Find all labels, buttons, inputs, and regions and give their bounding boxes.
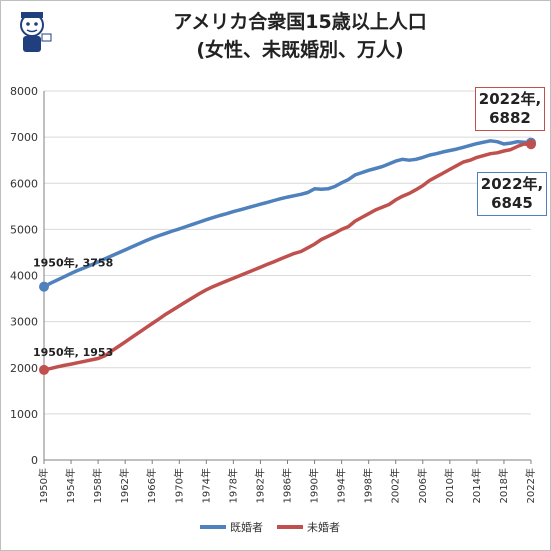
marker-married-start [39, 281, 49, 292]
legend: 既婚者 未婚者 [200, 519, 354, 535]
y-tick-label-4000: 4000 [10, 270, 38, 283]
callout-married-end: 2022年, 6882 [475, 87, 545, 131]
y-axis-ticks: 0 1000 2000 3000 4000 5000 6000 7000 8000 [10, 85, 38, 467]
series-line-married [43, 139, 532, 289]
series-line-unmarried [43, 142, 532, 372]
x-tick-label-1982: 1982年 [253, 468, 266, 503]
mascot-logo-icon [20, 12, 52, 52]
x-tick-label-1994: 1994年 [335, 468, 348, 503]
annotation-married-start: 1950年, 3758 [33, 256, 113, 270]
legend-swatch-unmarried [277, 525, 303, 529]
x-tick-label-1970: 1970年 [172, 468, 185, 503]
y-tick-label-1000: 1000 [10, 408, 38, 421]
x-tick-label-1962: 1962年 [118, 468, 131, 503]
y-tick-label-5000: 5000 [10, 223, 38, 236]
legend-item-married: 既婚者 [200, 519, 263, 535]
x-tick-label-1974: 1974年 [199, 468, 212, 503]
x-tick-label-1978: 1978年 [226, 468, 239, 503]
legend-swatch-married [200, 525, 226, 529]
x-tick-label-1950: 1950年 [37, 468, 50, 503]
callout-married-line2: 6882 [489, 109, 531, 127]
x-tick-label-2022: 2022年 [524, 468, 537, 503]
annotation-unmarried-start: 1950年, 1953 [33, 345, 113, 359]
x-tick-label-1966: 1966年 [145, 468, 158, 503]
callout-unmarried-end: 2022年, 6845 [477, 172, 547, 216]
x-tick-label-1990: 1990年 [308, 468, 321, 503]
series-markers [39, 137, 536, 375]
x-axis-ticks: 1950年 1954年 1958年 1962年 1966年 1970年 1974年 1978年… [37, 468, 537, 503]
series-lines [43, 139, 532, 372]
legend-label-unmarried: 未婚者 [307, 521, 340, 534]
x-tick-label-1954: 1954年 [64, 468, 77, 503]
x-tick-label-1986: 1986年 [281, 468, 294, 503]
y-tick-label-3000: 3000 [10, 316, 38, 329]
legend-label-married: 既婚者 [230, 521, 263, 534]
x-tick-label-2006: 2006年 [416, 468, 429, 503]
x-tick-label-2010: 2010年 [443, 468, 456, 503]
marker-unmarried-end [526, 139, 536, 150]
marker-unmarried-start [39, 364, 49, 375]
x-tick-label-2018: 2018年 [497, 468, 510, 503]
chart-title: アメリカ合衆国15歳以上人口 (女性、未既婚別、万人) [70, 8, 530, 64]
callout-unmarried-line1: 2022年, [480, 175, 544, 193]
chart-title-line1: アメリカ合衆国15歳以上人口 [173, 11, 427, 33]
y-tick-label-6000: 6000 [10, 177, 38, 190]
x-tick-label-1958: 1958年 [91, 468, 104, 503]
x-tick-label-2002: 2002年 [389, 468, 402, 503]
callout-unmarried-line2: 6845 [491, 194, 533, 212]
x-tick-label-1998: 1998年 [362, 468, 375, 503]
y-tick-label-8000: 8000 [10, 85, 38, 98]
callout-married-line1: 2022年, [478, 90, 542, 108]
gridlines [44, 90, 531, 415]
x-tick-label-2014: 2014年 [470, 468, 483, 503]
legend-item-unmarried: 未婚者 [277, 519, 340, 535]
y-tick-label-2000: 2000 [10, 362, 38, 375]
y-tick-label-0: 0 [31, 454, 38, 467]
y-tick-label-7000: 7000 [10, 131, 38, 144]
chart-subtitle: (女性、未既婚別、万人) [196, 39, 404, 61]
axes [43, 91, 532, 464]
